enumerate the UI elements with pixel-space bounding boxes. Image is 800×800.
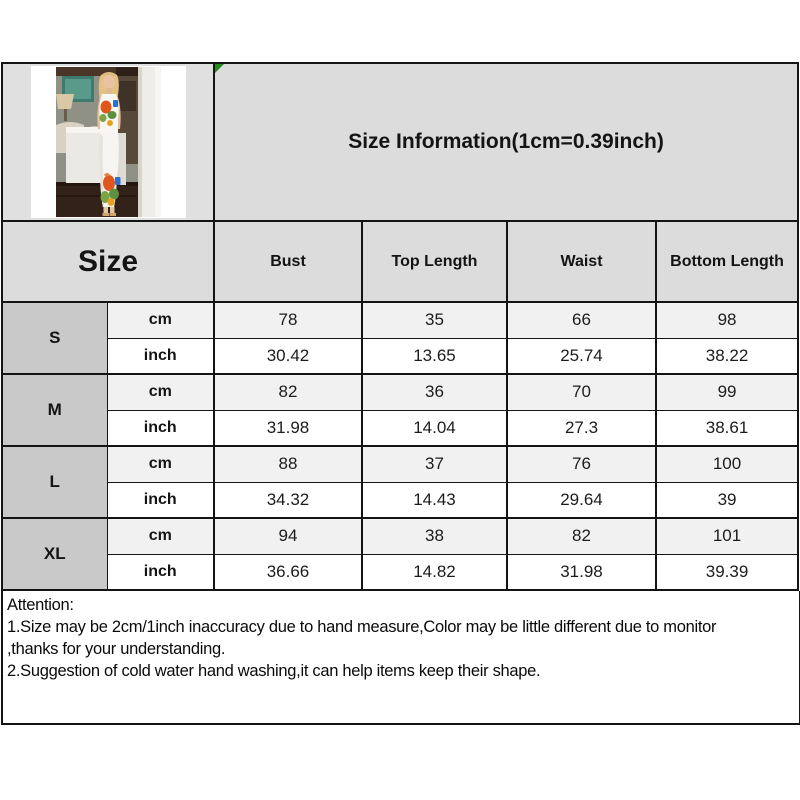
value-xl-cm-bust: 94 (213, 517, 363, 555)
value-l-inch-bottom-length: 39 (655, 481, 799, 519)
value-l-inch-waist: 29.64 (506, 481, 657, 519)
value-s-inch-waist: 25.74 (506, 337, 657, 375)
unit-label-inch: inch (106, 481, 215, 519)
attention-note-box: Attention: 1.Size may be 2cm/1inch inacc… (1, 591, 800, 725)
size-chart-sheet: Size Information(1cm=0.39inch) Size Bust… (1, 62, 800, 725)
unit-label-inch: inch (106, 409, 215, 447)
value-s-cm-waist: 66 (506, 301, 657, 339)
unit-label-inch: inch (106, 337, 215, 375)
product-photo-mat (30, 66, 186, 218)
value-l-cm-bottom-length: 100 (655, 445, 799, 483)
value-l-cm-bust: 88 (213, 445, 363, 483)
unit-label-cm: cm (106, 373, 215, 411)
value-l-inch-bust: 34.32 (213, 481, 363, 519)
size-table: Size Information(1cm=0.39inch) Size Bust… (1, 62, 800, 591)
value-xl-inch-bust: 36.66 (213, 553, 363, 591)
unit-label-cm: cm (106, 301, 215, 339)
product-image-cell (1, 62, 215, 222)
column-header-waist: Waist (506, 220, 657, 303)
value-xl-cm-top-length: 38 (361, 517, 508, 555)
value-l-cm-waist: 76 (506, 445, 657, 483)
value-s-cm-bust: 78 (213, 301, 363, 339)
attention-line-3: 2.Suggestion of cold water hand washing,… (7, 662, 541, 680)
value-xl-cm-bottom-length: 101 (655, 517, 799, 555)
size-info-title: Size Information(1cm=0.39inch) (348, 130, 664, 153)
size-row-label-s: S (1, 301, 108, 375)
attention-line-2: ,thanks for your understanding. (7, 640, 226, 658)
value-s-inch-top-length: 13.65 (361, 337, 508, 375)
size-header-label: Size (77, 244, 139, 278)
value-xl-inch-waist: 31.98 (506, 553, 657, 591)
value-m-inch-top-length: 14.04 (361, 409, 508, 447)
value-s-cm-bottom-length: 98 (655, 301, 799, 339)
unit-label-cm: cm (106, 517, 215, 555)
value-m-cm-bust: 82 (213, 373, 363, 411)
value-m-cm-bottom-length: 99 (655, 373, 799, 411)
value-m-inch-waist: 27.3 (506, 409, 657, 447)
value-s-inch-bust: 30.42 (213, 337, 363, 375)
value-m-cm-waist: 70 (506, 373, 657, 411)
attention-line-1: 1.Size may be 2cm/1inch inaccuracy due t… (7, 618, 717, 636)
column-header-bust: Bust (213, 220, 363, 303)
unit-label-cm: cm (106, 445, 215, 483)
value-m-inch-bottom-length: 38.61 (655, 409, 799, 447)
attention-heading: Attention: (7, 596, 74, 614)
product-photo-floral-dress-model (55, 67, 161, 217)
column-header-bottom-length: Bottom Length (655, 220, 799, 303)
size-row-label-xl: XL (1, 517, 108, 591)
size-row-label-l: L (1, 445, 108, 519)
value-m-inch-bust: 31.98 (213, 409, 363, 447)
unit-label-inch: inch (106, 553, 215, 591)
size-column-header: Size (1, 220, 215, 303)
excel-corner-flag-icon (215, 64, 224, 73)
size-row-label-m: M (1, 373, 108, 447)
value-xl-inch-top-length: 14.82 (361, 553, 508, 591)
value-xl-cm-waist: 82 (506, 517, 657, 555)
value-m-cm-top-length: 36 (361, 373, 508, 411)
value-s-cm-top-length: 35 (361, 301, 508, 339)
value-l-cm-top-length: 37 (361, 445, 508, 483)
value-s-inch-bottom-length: 38.22 (655, 337, 799, 375)
size-info-title-cell: Size Information(1cm=0.39inch) (213, 62, 799, 222)
column-header-top-length: Top Length (361, 220, 508, 303)
product-photo-frame (3, 64, 212, 219)
value-l-inch-top-length: 14.43 (361, 481, 508, 519)
value-xl-inch-bottom-length: 39.39 (655, 553, 799, 591)
